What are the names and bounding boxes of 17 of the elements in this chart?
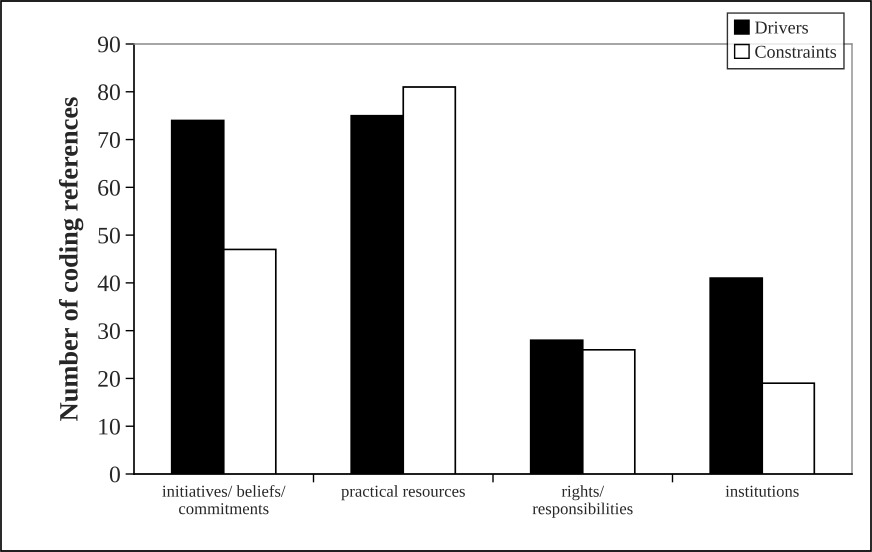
y-tick-label: 20 [98, 370, 120, 387]
legend-label: Drivers [755, 21, 808, 34]
y-axis-title: Number of coding references [58, 97, 84, 421]
y-tick-label: 80 [98, 84, 120, 100]
y-tick-label: 60 [98, 180, 120, 196]
y-tick-label: 70 [98, 132, 120, 148]
y-tick-label: 50 [98, 228, 120, 244]
x-tick-label: rights/ responsibilities [532, 485, 633, 518]
x-tick-label: institutions [726, 486, 799, 497]
y-tick-label: 90 [98, 36, 120, 52]
legend-label: Constraints [755, 46, 836, 58]
y-tick-label: 40 [98, 275, 120, 292]
y-tick-label: 0 [110, 466, 120, 482]
x-tick-label: practical resources [341, 485, 465, 500]
x-tick-label: initiatives/ beliefs/ commitments [162, 484, 286, 514]
y-tick-label: 30 [98, 323, 120, 340]
y-tick-label: 10 [99, 418, 120, 435]
